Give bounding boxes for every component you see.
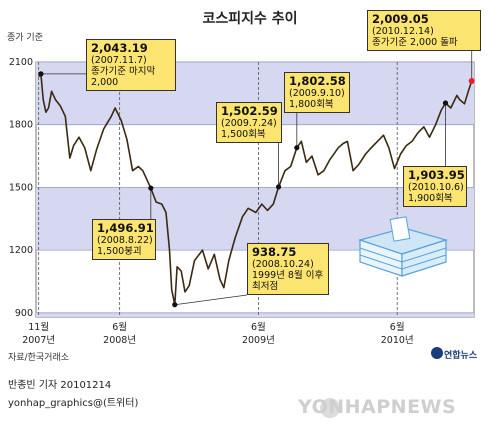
data-source: 자료/한국거래소 (8, 353, 69, 363)
callout-note: 1,500붕괴 (97, 246, 142, 257)
kospi-series-line (38, 73, 473, 306)
callout-2007-peak: 2,043.19 (2007.11.7) 종가기준 마지막 2,000 (86, 39, 176, 91)
grid-band (36, 312, 474, 317)
data-point-marker (172, 302, 178, 308)
callout-date: (2008.8.22) (97, 235, 153, 246)
callout-2010-1900-recovery: 1,903.95 (2010.10.6) 1,900회복 (403, 166, 467, 207)
callout-value: 2,009.05 (372, 12, 429, 26)
callout-2010-2000-break: 2,009.05 (2010.12.14) 종가기준 2,000 돌파 (367, 10, 481, 51)
y-axis-unit-label: 종가 기준 (7, 33, 43, 43)
callout-value: 1,496.91 (97, 221, 154, 235)
x-tick-year: 2007년 (22, 335, 55, 346)
y-tick-label: 2100 (9, 57, 33, 68)
callout-date: (2009.9.10) (289, 88, 345, 99)
chart-title: 코스피지수 추이 (202, 11, 298, 27)
x-tick-month: 11월 (28, 321, 49, 333)
data-point-marker (275, 184, 282, 190)
brand-logo-icon (431, 347, 443, 359)
y-tick-label: 900 (15, 308, 33, 319)
callout-value: 1,502.59 (221, 104, 278, 118)
callout-note: 1,500회복 (221, 129, 266, 140)
callout-value: 1,903.95 (408, 168, 465, 182)
callout-date: (2010.10.6) (408, 182, 464, 193)
callout-leader-line (174, 294, 248, 306)
callout-2009-1800-recovery: 1,802.58 (2009.9.10) 1,800회복 (284, 72, 350, 113)
callout-note: 1,800회복 (289, 99, 334, 110)
callout-2009-1500-recovery: 1,502.59 (2009.7.24) 1,500회복 (216, 102, 282, 143)
ballot-box-illustration (357, 216, 449, 277)
callout-note: 종가기준 마지막 (91, 66, 156, 77)
callout-date: (2008.10.24) (252, 259, 314, 270)
callout-date: (2010.12.14) (372, 26, 434, 37)
callout-value: 938.75 (252, 245, 297, 259)
callout-value: 2,043.19 (91, 41, 148, 55)
footer-contact: yonhap_graphics@(트위터) (8, 398, 139, 409)
y-tick-label: 1500 (9, 182, 33, 193)
data-point-marker (468, 78, 475, 85)
data-point-marker (38, 71, 44, 77)
data-point-marker (442, 100, 449, 106)
callout-2008-1500-break: 1,496.91 (2008.8.22) 1,500붕괴 (92, 219, 156, 260)
callout-date: (2009.7.24) (221, 118, 277, 129)
callout-note: 2,000 (91, 77, 119, 88)
data-point-marker (294, 145, 300, 151)
footer-author: 반종빈 기자 20101214 (8, 380, 112, 391)
callout-date: (2007.11.7) (91, 55, 147, 66)
x-tick-year: 2008년 (103, 335, 136, 346)
x-tick-year: 2009년 (242, 335, 275, 346)
x-tick-month: 6월 (390, 321, 405, 333)
callout-note: 최저점 (252, 281, 279, 292)
callout-note: 1999년 8월 이후 (252, 270, 324, 281)
watermark-text: YONHAPNEWS (298, 396, 457, 418)
x-tick-month: 6월 (251, 321, 266, 333)
callout-note: 종가기준 2,000 돌파 (372, 37, 458, 48)
y-tick-label: 1800 (9, 120, 33, 131)
x-tick-month: 6월 (112, 321, 127, 333)
callout-value: 1,802.58 (289, 74, 346, 88)
watermark-logo-icon (320, 398, 340, 418)
x-tick-year: 2010년 (381, 335, 414, 346)
callout-note: 1,900회복 (408, 193, 453, 204)
data-point-marker (148, 185, 154, 191)
brand-label: 연합뉴스 (444, 351, 478, 361)
callout-2008-low: 938.75 (2008.10.24) 1999년 8월 이후 최저점 (247, 243, 329, 295)
y-tick-label: 1200 (9, 245, 33, 256)
